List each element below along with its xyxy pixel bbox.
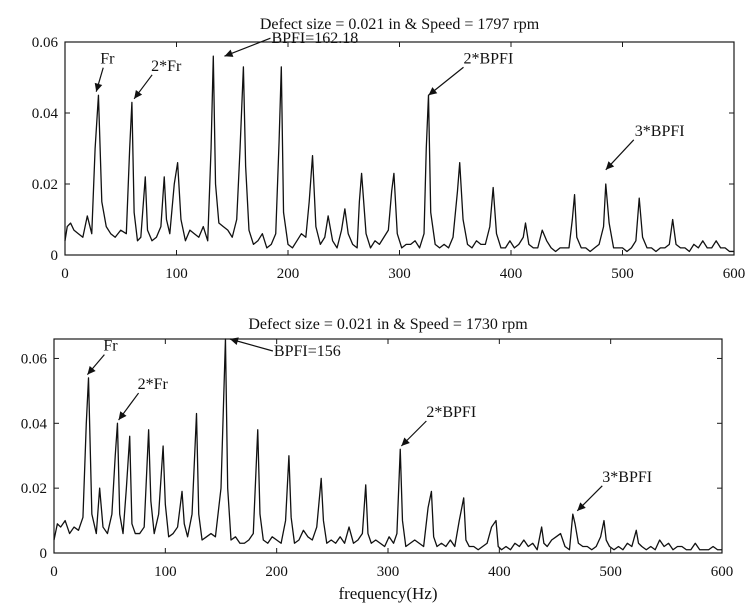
bottom-annotation-2-arrowhead xyxy=(229,337,239,345)
bottom-annotation-1-arrowhead xyxy=(118,411,127,421)
bottom-x-axis-label: frequency(Hz) xyxy=(338,584,437,603)
top-annotation-3-arrowhead xyxy=(428,87,438,96)
top-y-tick-label: 0.04 xyxy=(32,106,59,122)
bottom-annotation-3-label: 2*BPFI xyxy=(426,404,476,421)
top-annotation-2-arrow-line xyxy=(224,37,271,57)
bottom-annotation-3-arrowhead xyxy=(401,437,410,446)
top-y-tick-label: 0 xyxy=(51,248,59,264)
top-annotation-1-arrowhead xyxy=(134,89,143,99)
bottom-annotation-0-label: Fr xyxy=(103,338,118,355)
top-y-tick-label: 0.06 xyxy=(32,35,59,51)
top-annotation-2-arrowhead xyxy=(224,49,234,57)
top-chart-title: Defect size = 0.021 in & Speed = 1797 rp… xyxy=(260,16,540,33)
bottom-x-tick-label: 400 xyxy=(488,564,511,580)
bottom-y-tick-label: 0.04 xyxy=(21,416,48,432)
bottom-annotation-4-label: 3*BPFI xyxy=(602,469,652,486)
top-annotation-4-arrowhead xyxy=(605,161,615,170)
bottom-annotation-4-arrowhead xyxy=(577,502,586,511)
top-x-tick-label: 0 xyxy=(61,266,69,282)
bottom-annotation-0-arrowhead xyxy=(87,365,96,375)
top-x-tick-label: 200 xyxy=(277,266,300,282)
bottom-annotation-2-label: BPFI=156 xyxy=(274,343,341,360)
bottom-x-tick-label: 500 xyxy=(599,564,622,580)
bottom-spectrum-panel: Defect size = 0.021 in & Speed = 1730 rp… xyxy=(21,316,734,603)
bottom-plot-frame xyxy=(53,338,723,554)
top-x-tick-label: 500 xyxy=(611,266,634,282)
bottom-x-tick-label: 300 xyxy=(377,564,400,580)
bottom-chart-title: Defect size = 0.021 in & Speed = 1730 rp… xyxy=(248,316,528,333)
top-annotation-0-arrowhead xyxy=(94,82,103,92)
top-annotation-3-label: 2*BPFI xyxy=(463,50,513,67)
top-spectrum-line-0 xyxy=(64,55,734,253)
top-x-tick-label: 400 xyxy=(500,266,523,282)
top-x-tick-label: 300 xyxy=(388,266,411,282)
bottom-x-tick-label: 0 xyxy=(50,564,58,580)
bottom-x-tick-label: 600 xyxy=(711,564,734,580)
bottom-x-tick-label: 200 xyxy=(265,564,288,580)
bottom-spectrum-line-0 xyxy=(53,338,722,551)
top-y-tick-label: 0.02 xyxy=(32,177,58,193)
top-annotation-1-label: 2*Fr xyxy=(151,58,182,75)
top-spectrum-panel: Defect size = 0.021 in & Speed = 1797 rp… xyxy=(32,16,746,282)
top-annotation-2-label: BPFI=162.18 xyxy=(271,30,358,47)
bottom-y-tick-label: 0 xyxy=(40,546,48,562)
top-annotation-4-label: 3*BPFI xyxy=(635,123,685,140)
top-annotation-0-label: Fr xyxy=(100,51,115,68)
bottom-y-tick-label: 0.02 xyxy=(21,481,47,497)
bottom-annotation-1-label: 2*Fr xyxy=(138,376,169,393)
top-x-tick-label: 100 xyxy=(165,266,188,282)
bottom-x-tick-label: 100 xyxy=(154,564,177,580)
top-x-tick-label: 600 xyxy=(723,266,746,282)
bottom-y-tick-label: 0.06 xyxy=(21,351,48,367)
